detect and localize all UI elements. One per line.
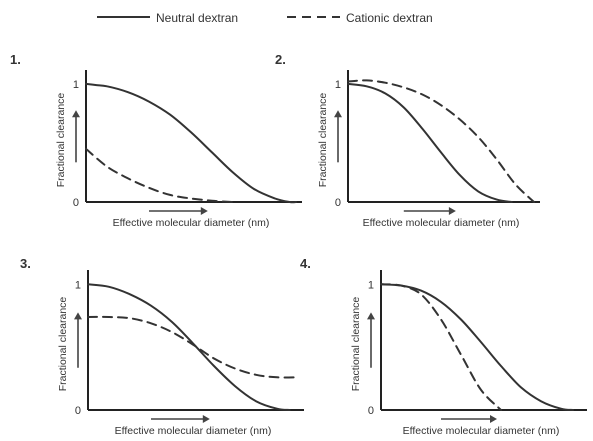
y-arrowhead <box>74 312 82 319</box>
y-tick-label: 1 <box>368 279 374 291</box>
x-arrowhead <box>201 207 208 215</box>
cationic-dextran-curve <box>86 149 233 202</box>
y-axis-label: Fractional clearance <box>55 93 67 188</box>
x-axis-label: Effective molecular diameter (nm) <box>115 425 272 437</box>
cationic-dextran-curve <box>381 284 501 410</box>
legend: Neutral dextran Cationic dextran <box>97 11 433 25</box>
panel-3: 3. 1 0 Fractional clearance Effective molecu… <box>20 256 304 437</box>
x-arrowhead <box>490 415 497 423</box>
panel-4: 4. 1 0 Fractional clearance Effective molecu… <box>300 256 587 437</box>
x-axis-label: Effective molecular diameter (nm) <box>363 217 520 229</box>
panel-number: 1. <box>10 52 21 67</box>
x-arrowhead <box>203 415 210 423</box>
cationic-dextran-curve <box>348 80 534 202</box>
y-tick-label: 1 <box>75 279 81 291</box>
y-tick-label: 0 <box>73 197 79 209</box>
cationic-dextran-curve <box>88 317 298 378</box>
legend-label-cationic: Cationic dextran <box>346 11 433 25</box>
x-arrowhead <box>449 207 456 215</box>
neutral-dextran-curve <box>348 84 512 202</box>
x-axis-label: Effective molecular diameter (nm) <box>403 425 560 437</box>
y-axis-label: Fractional clearance <box>350 297 362 392</box>
panel-number: 4. <box>300 256 311 271</box>
y-tick-label: 0 <box>75 405 81 417</box>
y-tick-label: 0 <box>368 405 374 417</box>
y-tick-label: 1 <box>335 79 341 91</box>
y-axis-label: Fractional clearance <box>317 93 329 188</box>
x-axis-label: Effective molecular diameter (nm) <box>113 217 270 229</box>
panel-number: 3. <box>20 256 31 271</box>
panel-2: 2. 1 0 Fractional clearance Effective molecu… <box>275 52 540 229</box>
y-tick-label: 0 <box>335 197 341 209</box>
neutral-dextran-curve <box>88 284 290 410</box>
y-tick-label: 1 <box>73 79 79 91</box>
y-arrowhead <box>367 312 375 319</box>
neutral-dextran-curve <box>86 84 296 202</box>
y-axis-label: Fractional clearance <box>57 297 69 392</box>
legend-label-neutral: Neutral dextran <box>156 11 238 25</box>
y-arrowhead <box>334 110 342 117</box>
panel-number: 2. <box>275 52 286 67</box>
y-arrowhead <box>72 110 80 117</box>
neutral-dextran-curve <box>381 284 573 410</box>
panel-1: 1. 1 0 Fractional clearance Effective molecu… <box>10 52 302 229</box>
